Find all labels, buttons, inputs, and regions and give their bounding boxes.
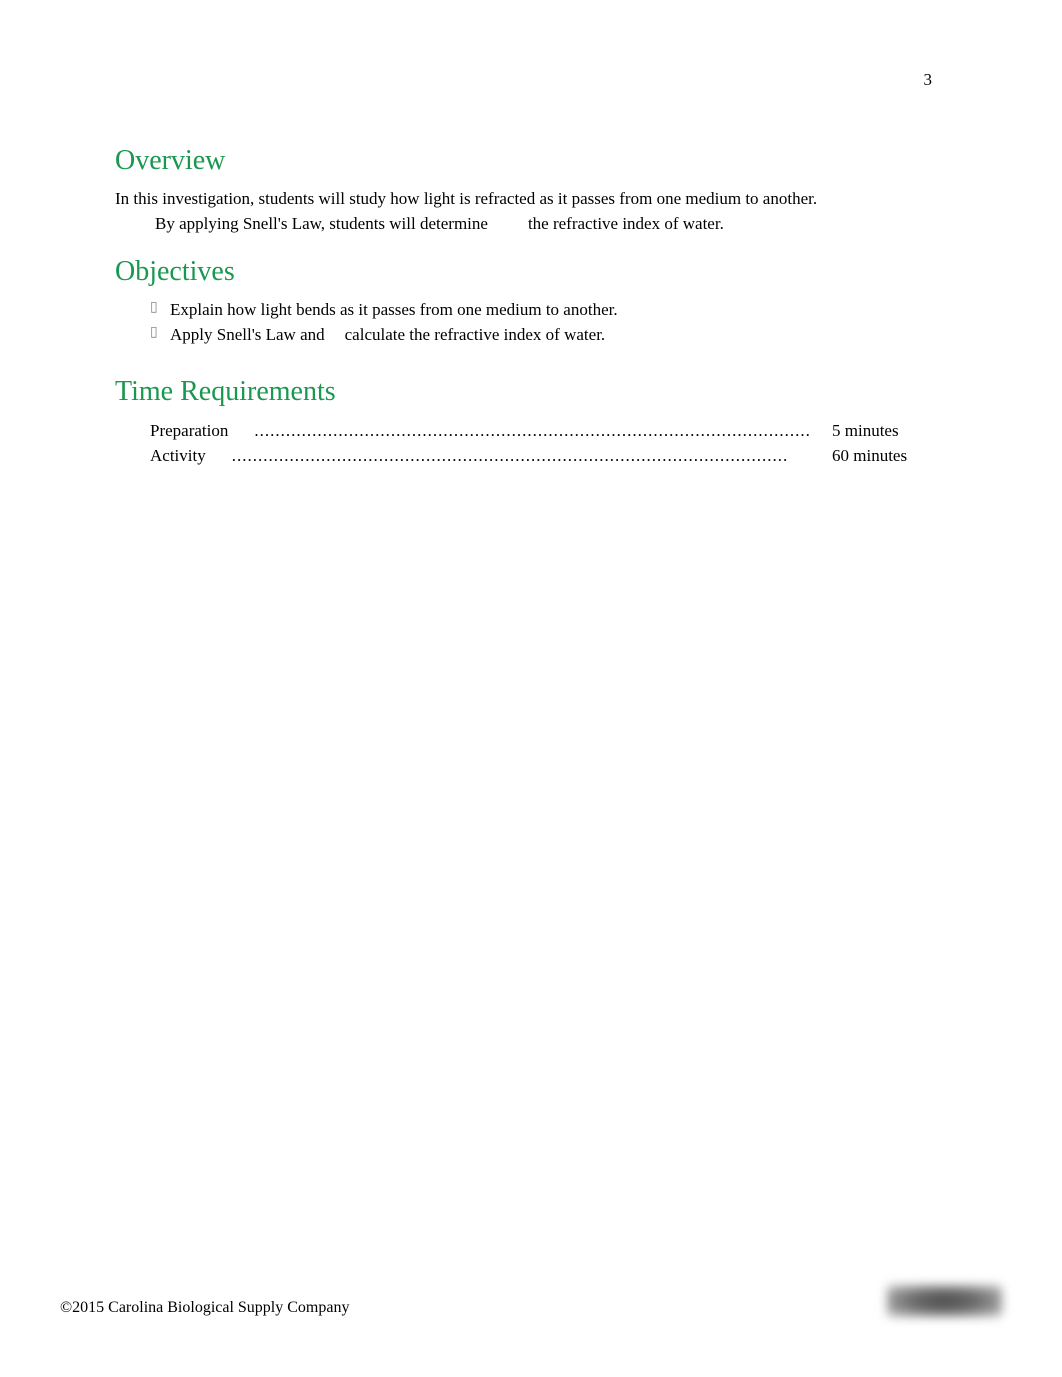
dots-leader: ........................................… bbox=[226, 443, 832, 469]
bullet-icon: ▯ bbox=[150, 323, 158, 343]
bullet-icon: ▯ bbox=[150, 298, 158, 318]
page-footer: ©2015 Carolina Biological Supply Company bbox=[60, 1285, 1002, 1317]
time-label: Preparation bbox=[150, 418, 228, 444]
overview-paragraph: In this investigation, students will stu… bbox=[115, 187, 932, 236]
overview-section: Overview In this investigation, students… bbox=[115, 145, 932, 236]
objective-text-a: Apply Snell's Law and bbox=[170, 325, 325, 344]
objectives-section: Objectives ▯ Explain how light bends as … bbox=[115, 256, 932, 347]
page-content: Overview In this investigation, students… bbox=[0, 0, 1062, 469]
time-value: 5 minutes bbox=[832, 418, 932, 444]
overview-text-2: By applying Snell's Law, students will d… bbox=[155, 212, 488, 237]
overview-text-1: In this investigation, students will stu… bbox=[115, 189, 817, 208]
list-item: ▯ Explain how light bends as it passes f… bbox=[170, 298, 932, 323]
time-list: Preparation ............................… bbox=[115, 418, 932, 469]
time-requirements-heading: Time Requirements bbox=[115, 376, 932, 408]
overview-text-3: the refractive index of water. bbox=[528, 212, 724, 237]
time-label: Activity bbox=[150, 443, 206, 469]
list-item: ▯ Apply Snell's Law andcalculate the ref… bbox=[170, 323, 932, 348]
time-value: 60 minutes bbox=[832, 443, 932, 469]
overview-heading: Overview bbox=[115, 145, 932, 177]
page-number: 3 bbox=[924, 70, 933, 90]
time-row: Activity ...............................… bbox=[150, 443, 932, 469]
time-requirements-section: Time Requirements Preparation ..........… bbox=[115, 376, 932, 469]
copyright-text: ©2015 Carolina Biological Supply Company bbox=[60, 1299, 349, 1317]
logo-image bbox=[887, 1285, 1002, 1317]
objectives-heading: Objectives bbox=[115, 256, 932, 288]
objective-text: Explain how light bends as it passes fro… bbox=[170, 300, 618, 319]
objectives-list: ▯ Explain how light bends as it passes f… bbox=[115, 298, 932, 347]
objective-text-b: calculate the refractive index of water. bbox=[345, 323, 606, 348]
dots-leader: ........................................… bbox=[248, 418, 832, 444]
time-row: Preparation ............................… bbox=[150, 418, 932, 444]
